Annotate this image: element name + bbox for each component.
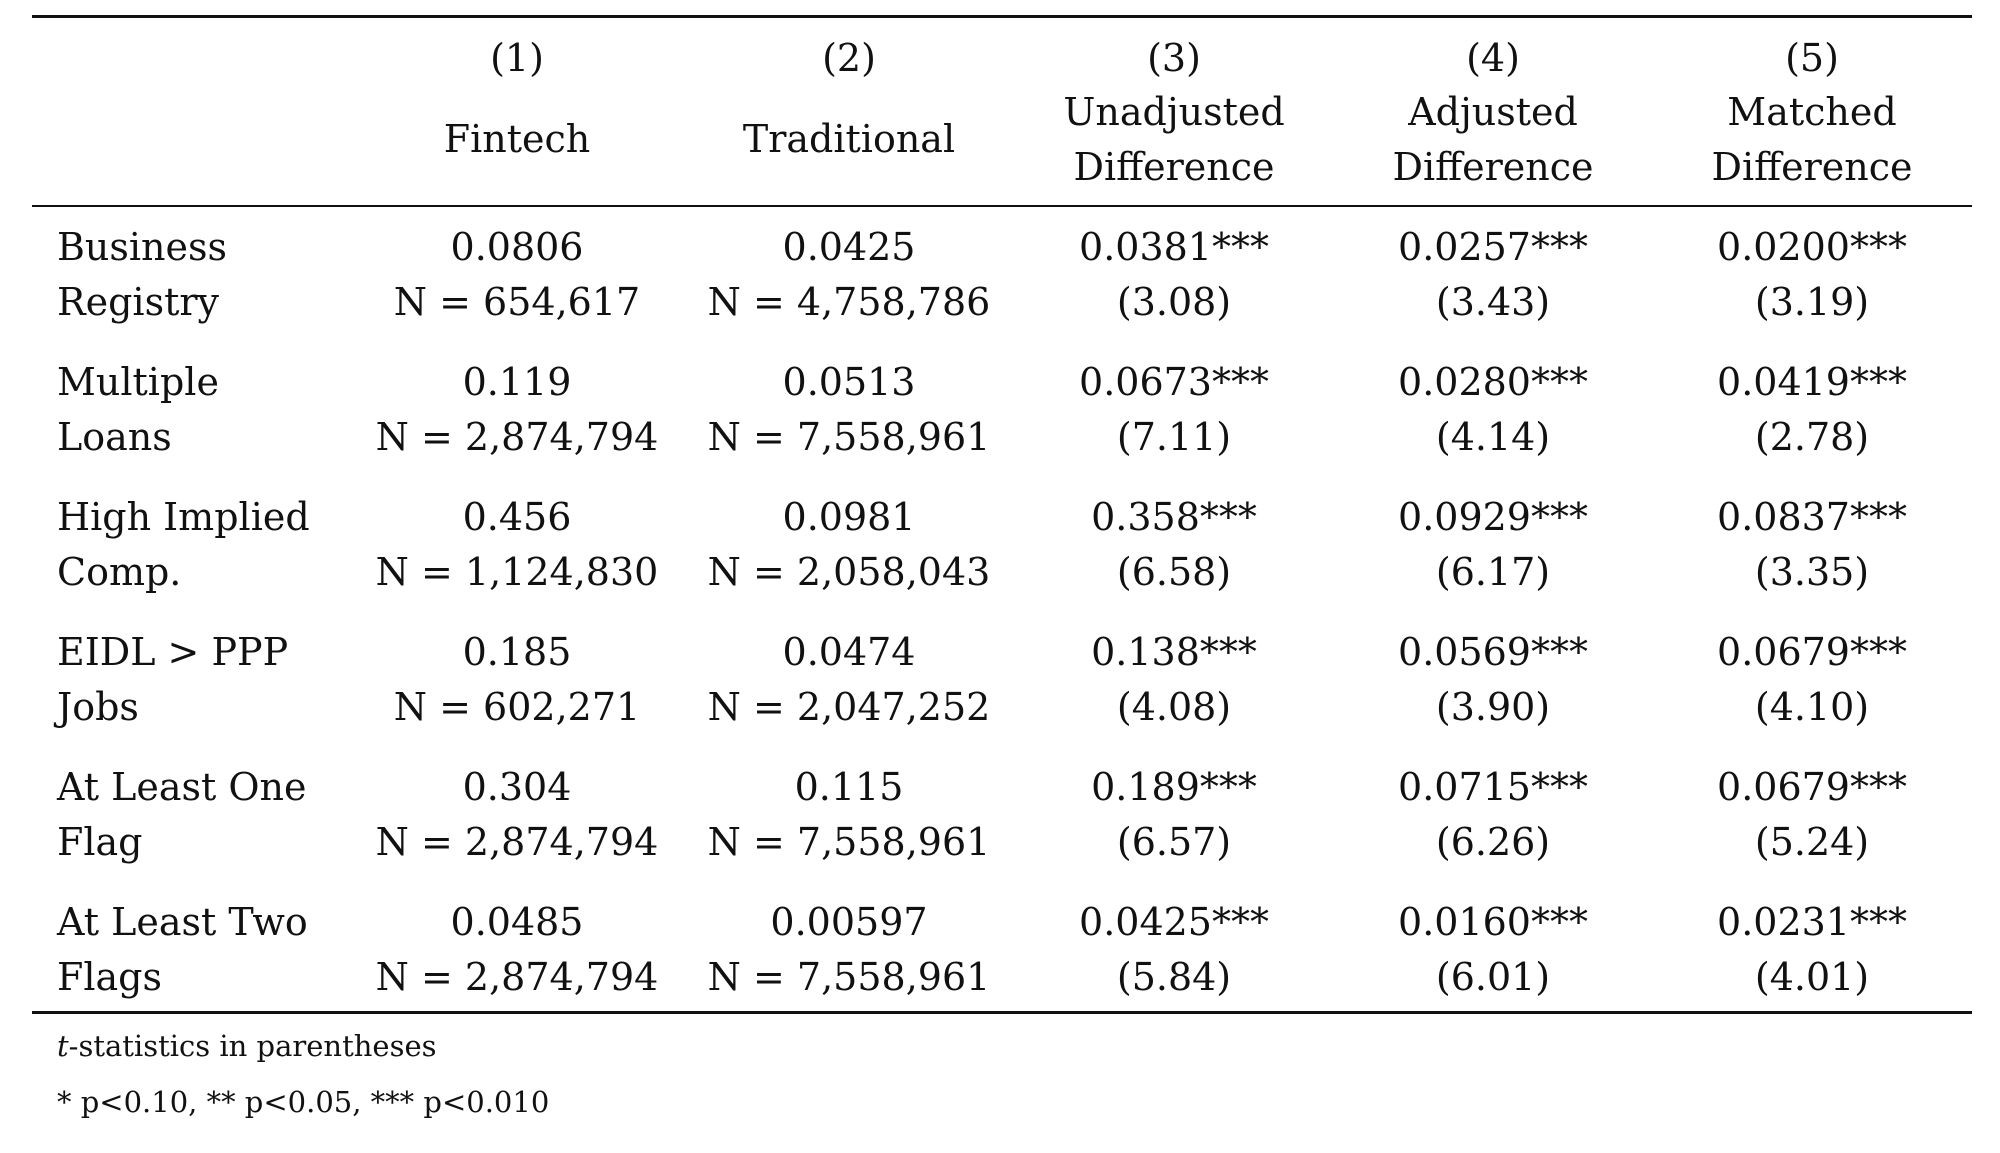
row-label-line2: Comp.: [57, 550, 182, 594]
cell-tstat: (4.10): [1754, 685, 1870, 729]
cell-n: N = 2,874,794: [375, 820, 659, 864]
cell-value: 0.0569***: [1398, 630, 1588, 674]
cell-value: 0.185: [462, 630, 572, 674]
cell-tstat: (6.57): [1116, 820, 1232, 864]
cell-n: N = 1,124,830: [375, 550, 659, 594]
cell-value: 0.0160***: [1398, 900, 1588, 944]
cell-value: 0.0837***: [1717, 495, 1907, 539]
cell-n: N = 7,558,961: [707, 955, 991, 999]
column-label-line1: Matched: [1727, 90, 1897, 134]
table-bottom-rule: [32, 1011, 1972, 1014]
column-number: (2): [822, 36, 876, 80]
cell-tstat: (3.19): [1754, 280, 1870, 324]
cell-value: 0.0231***: [1717, 900, 1907, 944]
cell-tstat: (5.24): [1754, 820, 1870, 864]
cell-value: 0.0425***: [1079, 900, 1269, 944]
cell-n: N = 4,758,786: [707, 280, 991, 324]
cell-value: 0.0513: [782, 360, 916, 404]
tstat-note-italic: t: [57, 1029, 69, 1063]
cell-value: 0.0280***: [1398, 360, 1588, 404]
cell-value: 0.0425: [782, 225, 916, 269]
cell-tstat: (4.01): [1754, 955, 1870, 999]
cell-n: N = 2,874,794: [375, 415, 659, 459]
column-label-line1: Unadjusted: [1063, 90, 1285, 134]
cell-n: N = 654,617: [393, 280, 641, 324]
cell-n: N = 7,558,961: [707, 415, 991, 459]
cell-value: 0.0200***: [1717, 225, 1907, 269]
row-label-line2: Jobs: [57, 685, 139, 729]
cell-tstat: (3.08): [1116, 280, 1232, 324]
row-label-line1: Multiple: [57, 360, 219, 404]
cell-value: 0.0679***: [1717, 765, 1907, 809]
column-number: (4): [1466, 36, 1520, 80]
row-label-line1: High Implied: [57, 495, 310, 539]
cell-tstat: (6.01): [1435, 955, 1551, 999]
row-label-line2: Flags: [57, 955, 163, 999]
cell-n: N = 7,558,961: [707, 820, 991, 864]
cell-value: 0.115: [794, 765, 904, 809]
cell-tstat: (6.58): [1116, 550, 1232, 594]
cell-tstat: (2.78): [1754, 415, 1870, 459]
column-label-line1: Adjusted: [1408, 90, 1578, 134]
cell-value: 0.0715***: [1398, 765, 1588, 809]
row-label-line1: EIDL > PPP: [57, 630, 289, 674]
cell-tstat: (3.35): [1754, 550, 1870, 594]
cell-value: 0.0381***: [1079, 225, 1269, 269]
cell-n: N = 602,271: [393, 685, 641, 729]
row-label-line2: Registry: [57, 280, 219, 324]
cell-value: 0.0257***: [1398, 225, 1588, 269]
row-label-line1: Business: [57, 225, 228, 269]
cell-value: 0.358***: [1091, 495, 1257, 539]
cell-value: 0.119: [462, 360, 572, 404]
cell-value: 0.0981: [782, 495, 916, 539]
cell-tstat: (3.43): [1435, 280, 1551, 324]
cell-value: 0.0474: [782, 630, 916, 674]
cell-value: 0.0806: [450, 225, 584, 269]
cell-value: 0.00597: [770, 900, 928, 944]
tstat-note: t-statistics in parentheses: [57, 1026, 437, 1066]
cell-tstat: (3.90): [1435, 685, 1551, 729]
cell-value: 0.138***: [1091, 630, 1257, 674]
cell-value: 0.0673***: [1079, 360, 1269, 404]
cell-tstat: (7.11): [1116, 415, 1232, 459]
cell-value: 0.0419***: [1717, 360, 1907, 404]
column-label: Traditional: [742, 117, 956, 161]
column-label: Fintech: [443, 117, 591, 161]
column-number: (3): [1147, 36, 1201, 80]
cell-tstat: (4.08): [1116, 685, 1232, 729]
cell-tstat: (5.84): [1116, 955, 1232, 999]
cell-n: N = 2,058,043: [707, 550, 991, 594]
header-rule: [32, 205, 1972, 207]
cell-tstat: (6.26): [1435, 820, 1551, 864]
column-label-line2: Difference: [1711, 145, 1913, 189]
cell-value: 0.0485: [450, 900, 584, 944]
row-label-line1: At Least One: [57, 765, 307, 809]
cell-n: N = 2,047,252: [707, 685, 991, 729]
row-label-line2: Loans: [57, 415, 172, 459]
cell-value: 0.304: [462, 765, 572, 809]
tstat-note-text: -statistics in parentheses: [68, 1029, 437, 1063]
significance-note: * p<0.10, ** p<0.05, *** p<0.010: [57, 1085, 550, 1119]
table-top-rule: [32, 15, 1972, 18]
cell-value: 0.0679***: [1717, 630, 1907, 674]
cell-value: 0.456: [462, 495, 572, 539]
cell-value: 0.0929***: [1398, 495, 1588, 539]
column-label-line2: Difference: [1073, 145, 1275, 189]
row-label-line2: Flag: [57, 820, 143, 864]
row-label-line1: At Least Two: [57, 900, 308, 944]
cell-value: 0.189***: [1091, 765, 1257, 809]
cell-tstat: (6.17): [1435, 550, 1551, 594]
cell-n: N = 2,874,794: [375, 955, 659, 999]
column-number: (1): [490, 36, 544, 80]
column-label-line2: Difference: [1392, 145, 1594, 189]
cell-tstat: (4.14): [1435, 415, 1551, 459]
column-number: (5): [1785, 36, 1839, 80]
